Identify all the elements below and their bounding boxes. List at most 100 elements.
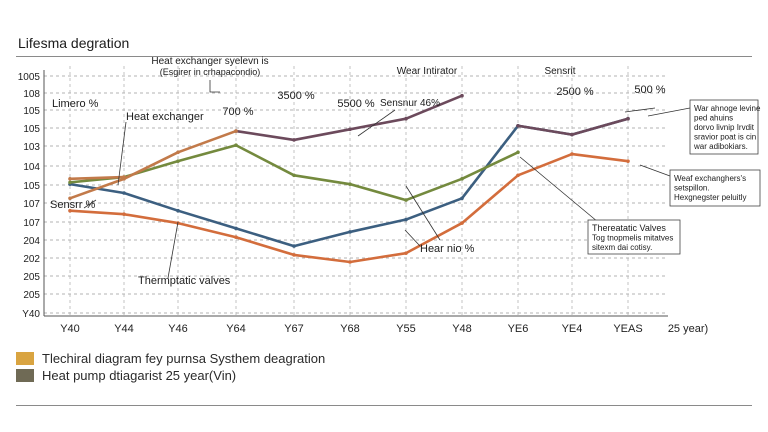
data-point <box>176 159 180 163</box>
data-point <box>122 191 126 195</box>
annotation-label: Wear Intirator <box>397 66 458 77</box>
callout-text: Weaf exchanghers's <box>674 174 746 183</box>
data-point <box>516 173 520 178</box>
annotation-label: Heat exchanger syelevn is <box>151 56 268 67</box>
annotation-label: 5500 % <box>337 98 375 110</box>
legend-label: Heat pump dtiagarist 25 year(Vin) <box>42 368 237 383</box>
data-point <box>234 235 238 240</box>
data-point <box>404 116 408 121</box>
annotation-label: Limero % <box>52 98 99 110</box>
y-tick-label: 105 <box>23 181 40 192</box>
legend-item: Tlechiral diagram fey purnsa Systhem dea… <box>16 351 325 366</box>
data-point <box>234 129 238 133</box>
y-tick-label: 104 <box>23 162 40 173</box>
leader-line <box>357 109 396 137</box>
y-tick-label: 107 <box>23 199 40 210</box>
x-tick-label: Y64 <box>226 323 246 335</box>
data-point <box>122 212 126 217</box>
data-point <box>292 138 296 142</box>
data-point <box>68 177 72 181</box>
callout-box <box>669 169 761 207</box>
data-point <box>460 93 464 98</box>
annotation-label: (Esgirer in crhapacondio) <box>160 67 261 77</box>
x-tick-label: Y40 <box>60 323 80 335</box>
leader-line <box>405 185 441 241</box>
title-divider <box>16 56 752 57</box>
leader-line <box>624 107 656 113</box>
callout-text: War ahnoge levine <box>694 104 761 113</box>
data-point <box>404 198 408 202</box>
page-title: Lifesma degration <box>18 35 130 51</box>
data-point <box>626 116 630 121</box>
callout-text: dorvo livnip Irvdit <box>694 123 755 132</box>
annotation-label: 2500 % <box>556 86 594 98</box>
annotation-label: Sensnur 46% <box>380 98 440 109</box>
x-tick-label: Y44 <box>114 323 134 335</box>
callout-text: war adibokiars. <box>693 142 748 151</box>
callout-text: Thereatatic Valves <box>592 223 666 233</box>
x-tick-label: YE6 <box>508 323 529 335</box>
data-point <box>404 251 408 255</box>
data-point <box>348 182 352 186</box>
data-point <box>68 196 72 201</box>
leader-line <box>647 107 691 117</box>
callout-text: sitexm dai cotisy. <box>592 243 652 252</box>
callout-text: ped ahuins <box>694 114 733 123</box>
leader-line <box>209 80 220 93</box>
y-tick-label: 202 <box>23 254 40 265</box>
y-tick-label: Y40 <box>22 309 40 320</box>
x-tick-label: Y55 <box>396 323 416 335</box>
data-point <box>570 132 574 137</box>
data-point <box>404 217 408 222</box>
x-tick-label: Y46 <box>168 323 188 335</box>
data-point <box>516 123 520 128</box>
leader-line <box>519 156 599 223</box>
data-point <box>460 196 464 201</box>
leader-line <box>639 164 671 177</box>
y-tick-label: 105 <box>23 124 40 135</box>
data-point <box>348 127 352 132</box>
data-point <box>68 180 72 185</box>
callout-box <box>587 219 681 255</box>
y-tick-label: 205 <box>23 272 40 283</box>
series-line <box>68 175 126 181</box>
annotation-label: Sensrit <box>544 66 575 77</box>
y-tick-label: 107 <box>23 218 40 229</box>
annotation-label: 500 % <box>634 84 665 96</box>
x-tick-label: YE4 <box>562 323 583 335</box>
y-tick-label: 105 <box>23 106 40 117</box>
annotation-label: Thermptatic valves <box>138 275 231 287</box>
y-tick-label: 1005 <box>18 72 41 83</box>
legend-swatch <box>16 369 34 382</box>
data-point <box>348 230 352 234</box>
series-line <box>68 129 238 200</box>
y-tick-label: 205 <box>23 290 40 301</box>
legend-swatch <box>16 352 34 365</box>
x-tick-label: Y48 <box>452 323 472 335</box>
annotation-label: Heat exchanger <box>126 111 204 123</box>
callout-box <box>689 99 759 155</box>
annotation-label: 700 % <box>222 106 253 118</box>
y-tick-label: 204 <box>23 236 40 247</box>
data-point <box>176 208 180 213</box>
annotation-label: Hear nio % <box>420 243 475 255</box>
callout-text: Hexgnegster peluitly <box>674 193 746 202</box>
x-tick-label: Y68 <box>340 323 360 335</box>
series-line <box>516 117 630 136</box>
data-point <box>626 159 630 163</box>
data-point <box>292 244 296 248</box>
x-tick-label: Y67 <box>284 323 304 335</box>
data-point <box>292 173 296 178</box>
data-point <box>348 260 352 264</box>
callout-text: setspillon. <box>674 184 710 193</box>
leader-line <box>404 229 421 247</box>
callout-text: Tog tnopmelis mitatves <box>592 234 673 243</box>
data-point <box>122 175 126 179</box>
leader-line <box>167 221 179 279</box>
series-line <box>68 152 630 264</box>
y-tick-label: 103 <box>23 142 40 153</box>
annotation-label: 3500 % <box>277 90 315 102</box>
series-line <box>68 117 630 248</box>
callout-text: sravior poat is cin <box>694 133 756 142</box>
